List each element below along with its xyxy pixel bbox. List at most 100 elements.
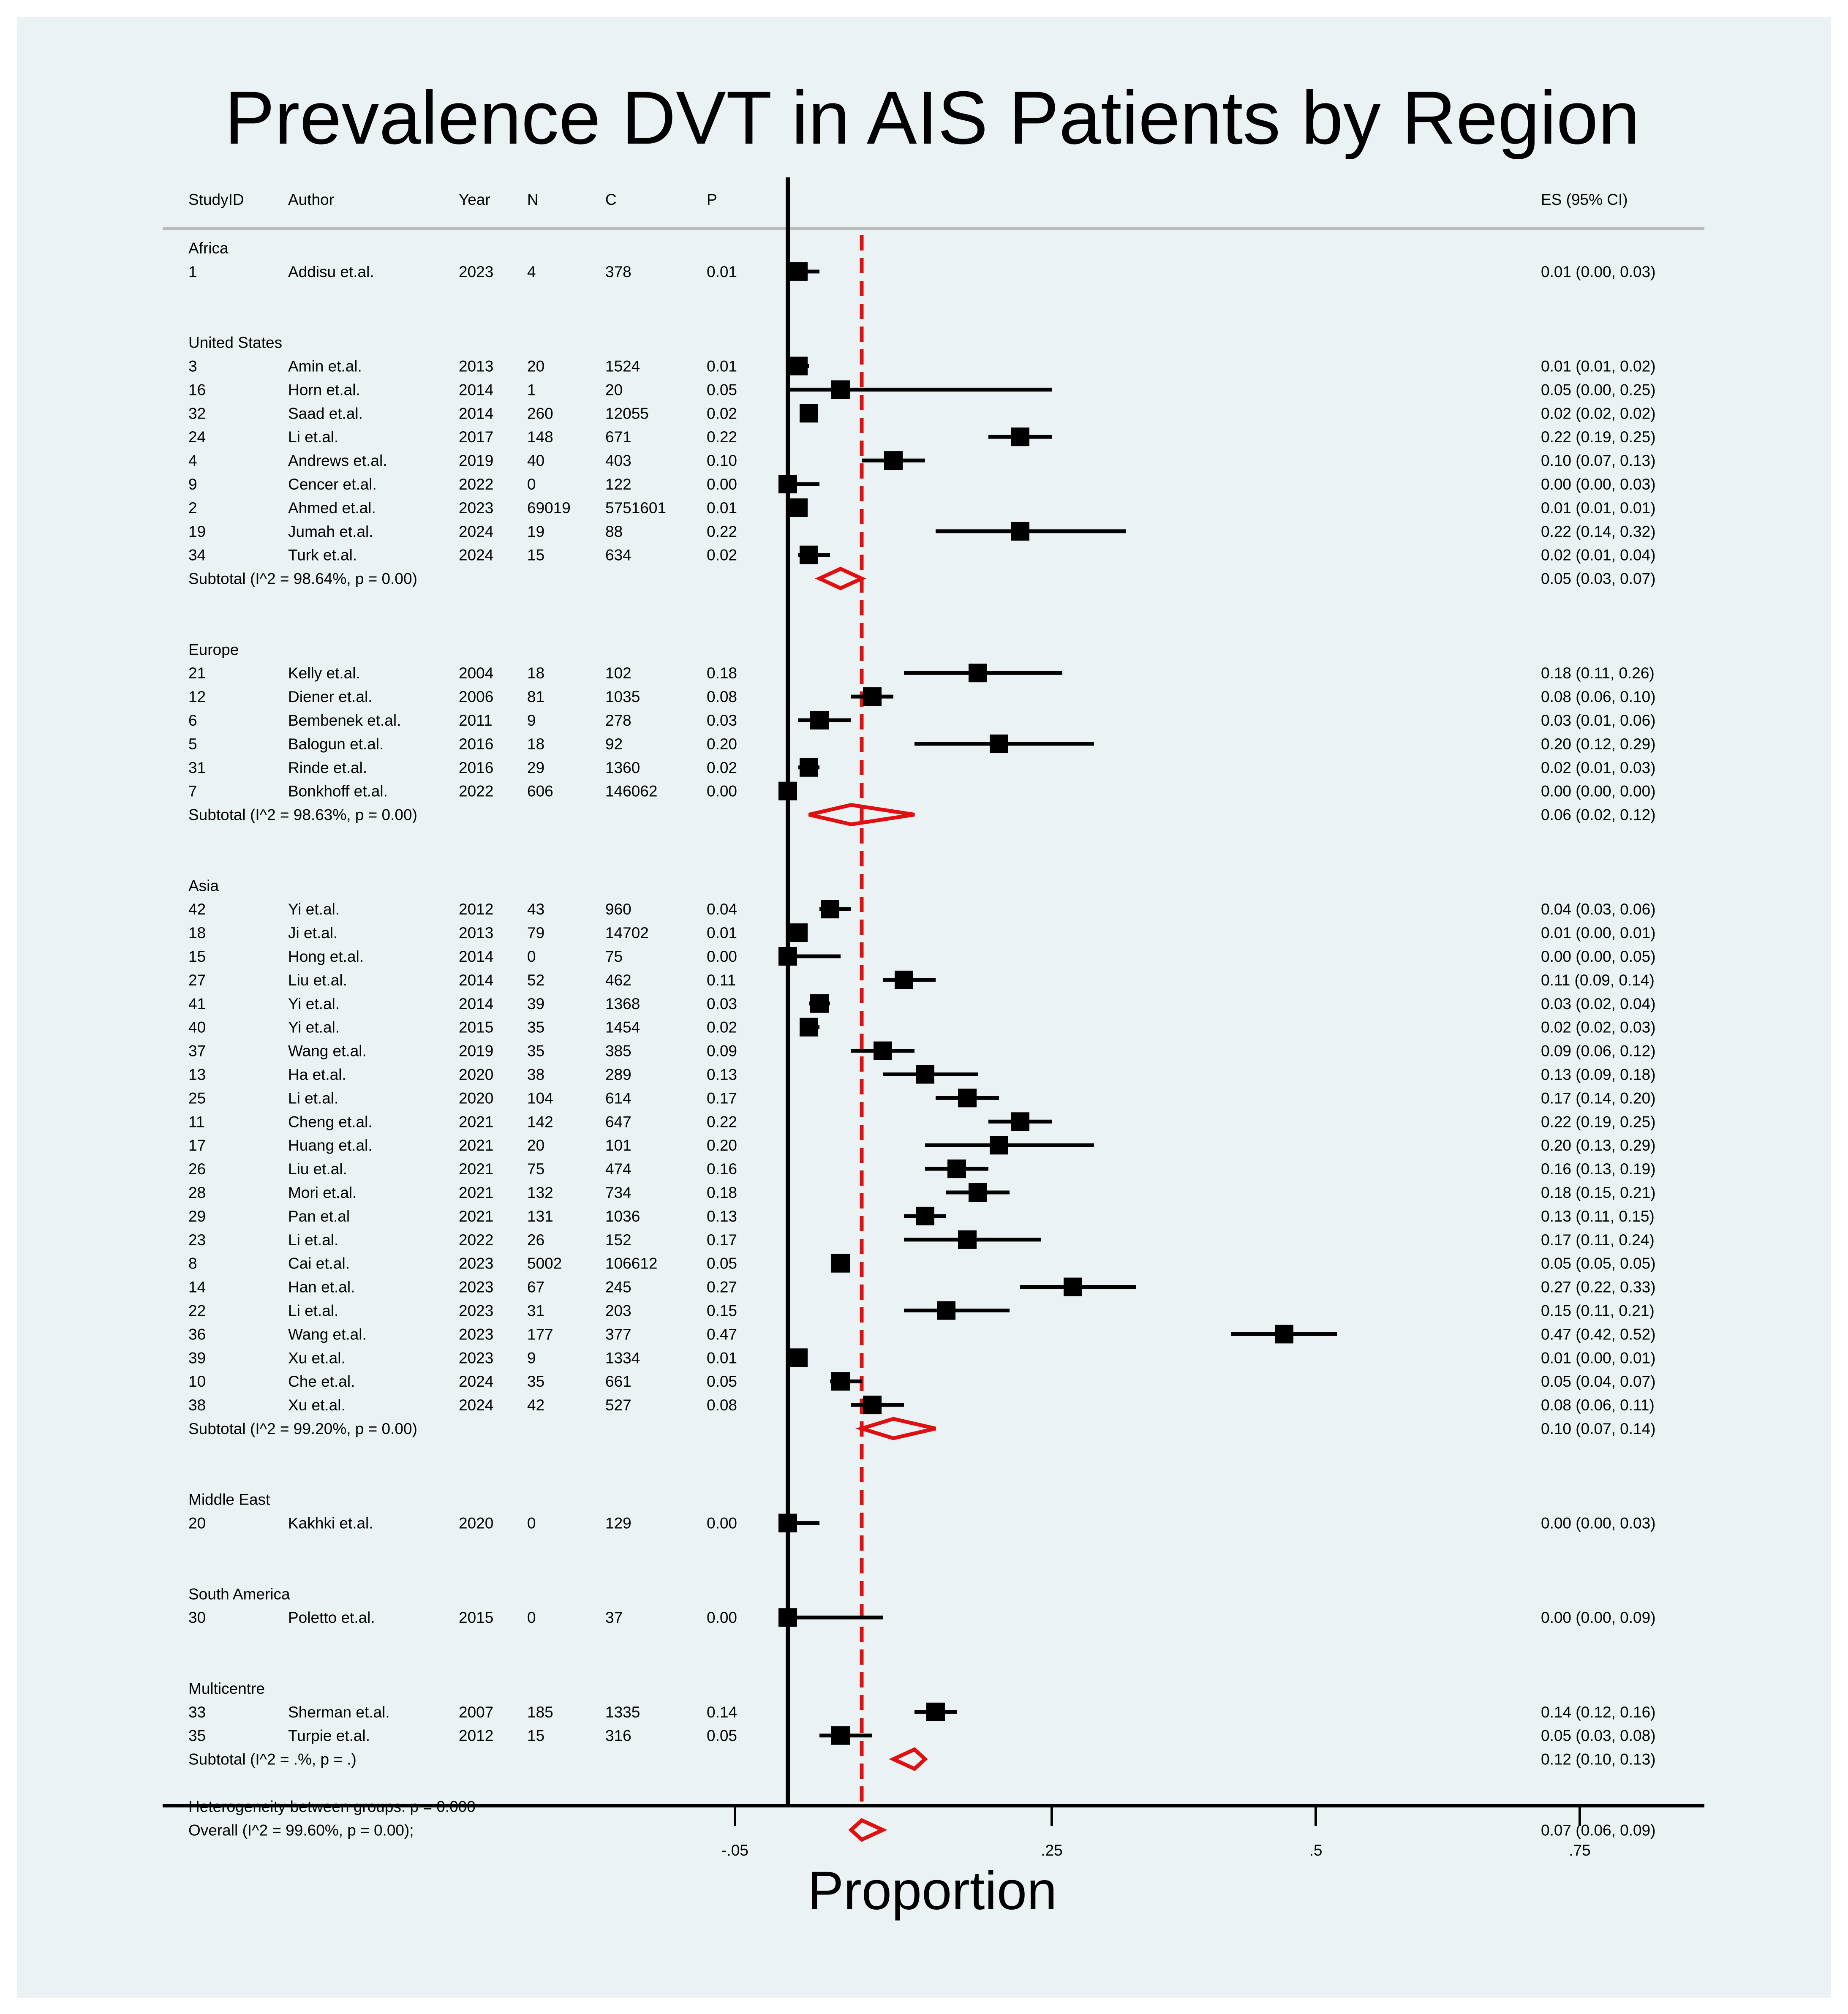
study-n: 40 bbox=[527, 452, 544, 469]
study-year: 2014 bbox=[459, 381, 493, 398]
study-marker bbox=[778, 1608, 797, 1627]
study-author: Yi et.al. bbox=[288, 901, 340, 918]
study-p: 0.11 bbox=[707, 972, 736, 989]
study-id: 19 bbox=[188, 523, 206, 540]
study-es: 0.22 (0.19, 0.25) bbox=[1541, 1113, 1656, 1130]
column-header-n: N bbox=[527, 191, 539, 208]
study-year: 2015 bbox=[459, 1609, 493, 1626]
study-marker bbox=[1011, 522, 1029, 541]
group-label: Europe bbox=[188, 641, 239, 658]
study-n: 18 bbox=[527, 735, 544, 753]
study-p: 0.47 bbox=[707, 1325, 737, 1343]
group-label: Asia bbox=[188, 877, 219, 894]
study-p: 0.00 bbox=[707, 1609, 737, 1626]
subtotal-es: 0.06 (0.02, 0.12) bbox=[1541, 806, 1656, 824]
study-p: 0.08 bbox=[707, 1396, 737, 1414]
study-id: 16 bbox=[188, 381, 206, 398]
study-marker bbox=[916, 1065, 934, 1084]
study-es: 0.15 (0.11, 0.21) bbox=[1541, 1302, 1655, 1320]
study-author: Cai et.al. bbox=[288, 1255, 350, 1272]
study-n: 260 bbox=[527, 405, 553, 422]
study-c: 75 bbox=[605, 948, 623, 965]
study-marker bbox=[800, 758, 818, 777]
study-year: 2019 bbox=[459, 452, 493, 469]
study-p: 0.13 bbox=[707, 1208, 737, 1225]
subtotal-diamond bbox=[815, 566, 866, 591]
study-c: 129 bbox=[605, 1515, 631, 1532]
study-id: 37 bbox=[188, 1042, 206, 1060]
study-es: 0.22 (0.19, 0.25) bbox=[1541, 428, 1656, 446]
study-es: 0.08 (0.06, 0.10) bbox=[1541, 688, 1656, 705]
study-p: 0.02 bbox=[707, 547, 737, 564]
study-n: 15 bbox=[527, 547, 544, 564]
study-year: 2014 bbox=[459, 972, 493, 989]
group-label: Middle East bbox=[188, 1491, 270, 1508]
study-es: 0.01 (0.01, 0.02) bbox=[1541, 358, 1656, 375]
study-es: 0.20 (0.12, 0.29) bbox=[1541, 735, 1656, 753]
study-p: 0.18 bbox=[707, 664, 737, 682]
study-es: 0.01 (0.00, 0.01) bbox=[1541, 1349, 1656, 1366]
study-id: 3 bbox=[188, 358, 197, 375]
study-n: 104 bbox=[527, 1089, 553, 1107]
study-year: 2022 bbox=[459, 1231, 493, 1249]
study-p: 0.18 bbox=[707, 1184, 737, 1201]
study-id: 36 bbox=[188, 1325, 206, 1343]
study-p: 0.02 bbox=[707, 759, 737, 776]
study-year: 2014 bbox=[459, 405, 493, 422]
study-n: 185 bbox=[527, 1704, 553, 1721]
study-year: 2024 bbox=[459, 1396, 493, 1414]
study-p: 0.00 bbox=[707, 1515, 737, 1532]
study-n: 0 bbox=[527, 1515, 536, 1532]
group-label: Multicentre bbox=[188, 1680, 265, 1697]
study-es: 0.01 (0.00, 0.01) bbox=[1541, 924, 1656, 942]
study-c: 1334 bbox=[605, 1349, 640, 1366]
study-marker bbox=[789, 262, 808, 281]
study-author: Addisu et.al. bbox=[288, 263, 374, 280]
study-author: Bonkhoff et.al. bbox=[288, 783, 388, 800]
study-c: 1524 bbox=[605, 358, 640, 375]
subtotal-label: Subtotal (I^2 = 98.63%, p = 0.00) bbox=[188, 806, 417, 824]
study-marker bbox=[789, 923, 808, 942]
study-es: 0.16 (0.13, 0.19) bbox=[1541, 1160, 1656, 1178]
study-n: 5002 bbox=[527, 1255, 562, 1272]
study-n: 9 bbox=[527, 712, 536, 729]
study-es: 0.22 (0.14, 0.32) bbox=[1541, 523, 1656, 540]
study-c: 377 bbox=[605, 1325, 631, 1343]
study-marker bbox=[778, 947, 797, 966]
study-marker bbox=[884, 451, 903, 470]
subtotal-label: Subtotal (I^2 = .%, p = .) bbox=[188, 1751, 357, 1768]
study-id: 13 bbox=[188, 1066, 206, 1083]
study-es: 0.05 (0.04, 0.07) bbox=[1541, 1373, 1656, 1390]
study-year: 2016 bbox=[459, 759, 493, 776]
study-p: 0.14 bbox=[707, 1704, 737, 1721]
study-es: 0.20 (0.13, 0.29) bbox=[1541, 1137, 1656, 1154]
study-year: 2012 bbox=[459, 1727, 493, 1745]
study-p: 0.10 bbox=[707, 452, 737, 469]
study-marker bbox=[789, 357, 808, 376]
subtotal-label: Subtotal (I^2 = 98.64%, p = 0.00) bbox=[188, 570, 417, 588]
study-id: 26 bbox=[188, 1160, 206, 1178]
study-n: 0 bbox=[527, 476, 536, 493]
study-marker bbox=[831, 380, 850, 399]
study-p: 0.09 bbox=[707, 1042, 737, 1060]
study-n: 4 bbox=[527, 263, 536, 280]
study-id: 9 bbox=[188, 476, 197, 493]
study-c: 385 bbox=[605, 1042, 631, 1060]
study-es: 0.05 (0.00, 0.25) bbox=[1541, 381, 1656, 398]
study-c: 92 bbox=[605, 735, 623, 753]
study-author: Ahmed et.al. bbox=[288, 499, 376, 517]
study-c: 462 bbox=[605, 972, 631, 989]
study-author: Che et.al. bbox=[288, 1373, 355, 1390]
subtotal-label: Subtotal (I^2 = 99.20%, p = 0.00) bbox=[188, 1420, 417, 1437]
study-n: 39 bbox=[527, 995, 544, 1012]
study-author: Balogun et.al. bbox=[288, 735, 384, 753]
study-id: 2 bbox=[188, 499, 197, 517]
study-year: 2021 bbox=[459, 1208, 493, 1225]
study-year: 2019 bbox=[459, 1042, 493, 1060]
study-marker bbox=[831, 1726, 850, 1745]
study-es: 0.00 (0.00, 0.03) bbox=[1541, 476, 1656, 493]
study-c: 403 bbox=[605, 452, 631, 469]
study-es: 0.14 (0.12, 0.16) bbox=[1541, 1704, 1656, 1721]
